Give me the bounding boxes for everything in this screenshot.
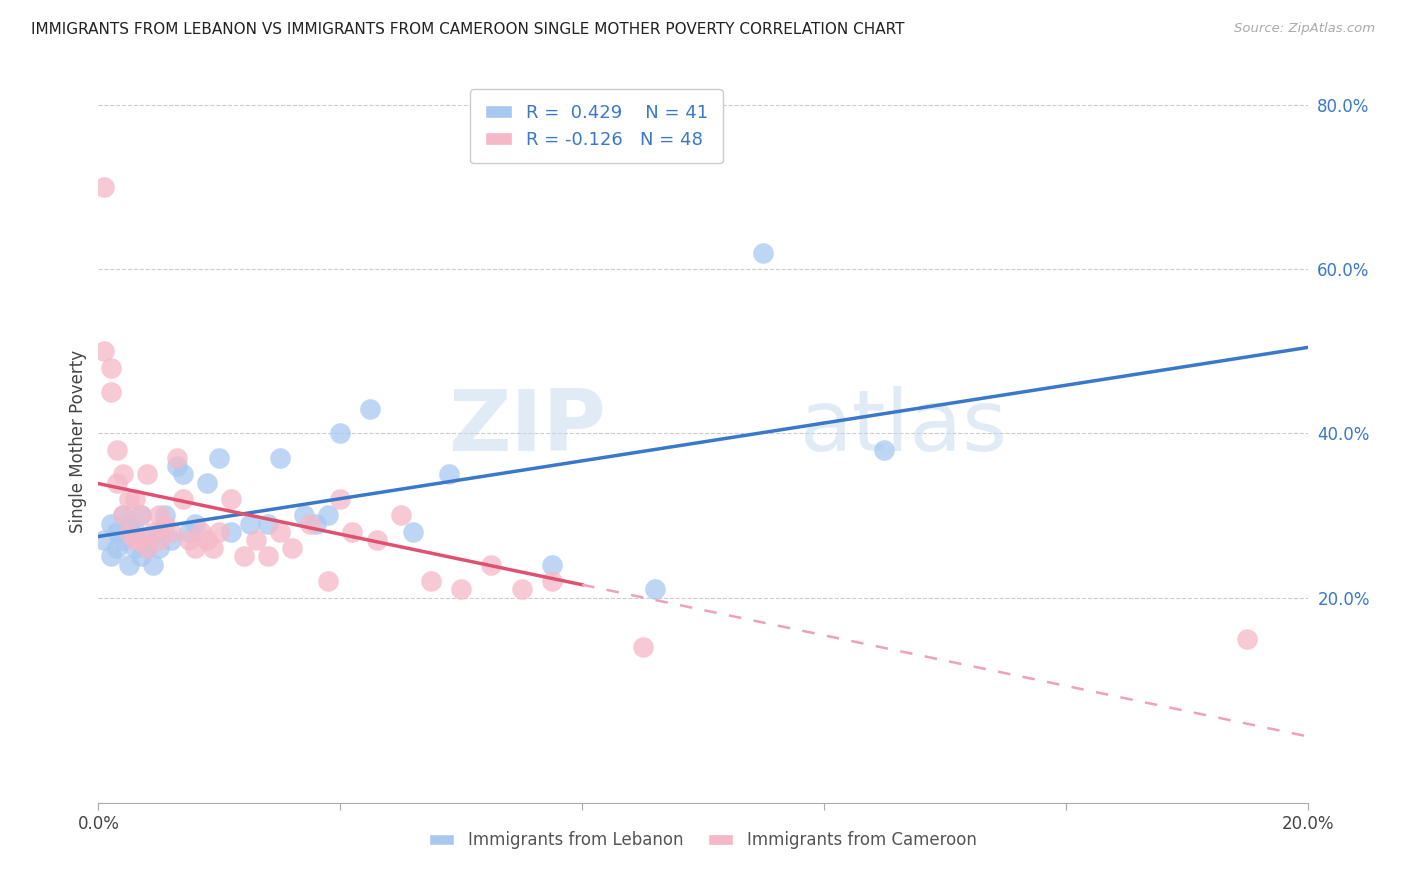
Point [153, 516, 176, 531]
Point [1236, 632, 1258, 646]
Point [118, 524, 141, 539]
Text: atlas: atlas [800, 385, 1008, 468]
Point [124, 533, 146, 547]
Point [292, 508, 315, 523]
Point [366, 533, 388, 547]
Point [208, 524, 231, 539]
Point [148, 541, 170, 556]
Point [299, 516, 322, 531]
Point [148, 508, 170, 523]
Point [135, 533, 157, 547]
Point [873, 442, 896, 457]
Point [153, 508, 176, 523]
Point [118, 516, 141, 531]
Point [111, 508, 134, 523]
Point [118, 491, 141, 506]
Point [142, 524, 165, 539]
Point [184, 541, 207, 556]
Point [100, 360, 122, 375]
Point [129, 533, 152, 547]
Point [179, 524, 201, 539]
Point [195, 475, 218, 490]
Text: IMMIGRANTS FROM LEBANON VS IMMIGRANTS FROM CAMEROON SINGLE MOTHER POVERTY CORREL: IMMIGRANTS FROM LEBANON VS IMMIGRANTS FR… [31, 22, 904, 37]
Point [269, 450, 291, 465]
Point [124, 541, 146, 556]
Point [111, 467, 134, 482]
Point [160, 524, 183, 539]
Point [105, 524, 128, 539]
Point [105, 475, 128, 490]
Point [129, 549, 152, 564]
Point [190, 524, 212, 539]
Point [752, 245, 775, 260]
Point [142, 558, 165, 572]
Point [111, 533, 134, 547]
Point [148, 524, 170, 539]
Point [184, 516, 207, 531]
Point [100, 385, 122, 400]
Point [135, 541, 157, 556]
Point [135, 467, 157, 482]
Point [232, 549, 254, 564]
Point [510, 582, 533, 597]
Point [172, 467, 194, 482]
Point [437, 467, 460, 482]
Point [93, 533, 115, 547]
Point [124, 491, 146, 506]
Point [329, 491, 352, 506]
Point [93, 344, 115, 359]
Point [540, 574, 562, 588]
Legend: Immigrants from Lebanon, Immigrants from Cameroon: Immigrants from Lebanon, Immigrants from… [423, 824, 983, 856]
Point [93, 180, 115, 194]
Point [389, 508, 412, 523]
Point [221, 491, 243, 506]
Point [269, 524, 291, 539]
Point [166, 459, 188, 474]
Point [129, 508, 152, 523]
Point [208, 450, 231, 465]
Point [342, 524, 364, 539]
Point [111, 508, 134, 523]
Point [256, 549, 278, 564]
Point [179, 533, 201, 547]
Point [195, 533, 218, 547]
Point [221, 524, 243, 539]
Point [124, 524, 146, 539]
Point [450, 582, 472, 597]
Point [644, 582, 666, 597]
Point [316, 508, 339, 523]
Point [245, 533, 267, 547]
Point [160, 533, 183, 547]
Point [305, 516, 328, 531]
Point [256, 516, 278, 531]
Point [135, 541, 157, 556]
Point [129, 508, 152, 523]
Point [105, 442, 128, 457]
Point [360, 401, 382, 416]
Point [100, 549, 122, 564]
Point [202, 541, 225, 556]
Point [402, 524, 425, 539]
Text: ZIP: ZIP [449, 385, 606, 468]
Y-axis label: Single Mother Poverty: Single Mother Poverty [69, 350, 87, 533]
Point [281, 541, 304, 556]
Point [316, 574, 339, 588]
Point [100, 516, 122, 531]
Point [172, 491, 194, 506]
Point [148, 533, 170, 547]
Point [540, 558, 562, 572]
Point [420, 574, 443, 588]
Point [118, 558, 141, 572]
Text: Source: ZipAtlas.com: Source: ZipAtlas.com [1234, 22, 1375, 36]
Point [166, 450, 188, 465]
Point [631, 640, 654, 654]
Point [481, 558, 503, 572]
Point [329, 426, 352, 441]
Point [239, 516, 262, 531]
Point [105, 541, 128, 556]
